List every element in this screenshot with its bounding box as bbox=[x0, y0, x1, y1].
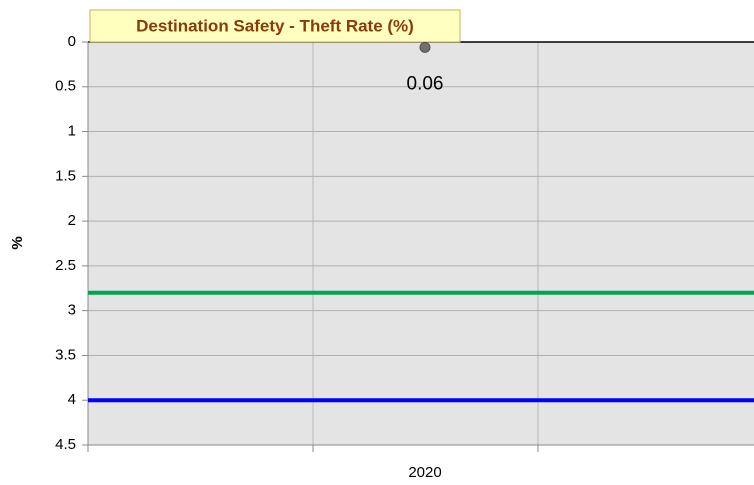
y-axis-label: % bbox=[9, 236, 26, 249]
y-tick-label: 2 bbox=[68, 212, 76, 229]
title-box bbox=[89, 9, 461, 43]
y-tick-label: 1.5 bbox=[55, 167, 76, 184]
y-tick-label: 2.5 bbox=[55, 257, 76, 274]
y-tick-label: 0 bbox=[68, 33, 76, 50]
plot-area bbox=[88, 42, 754, 445]
data-label: 0.06 bbox=[407, 73, 444, 94]
data-point bbox=[419, 41, 431, 53]
y-tick-label: 4 bbox=[68, 391, 76, 408]
chart-title: Destination Safety - Theft Rate (%) bbox=[136, 16, 414, 35]
y-tick-label: 4.5 bbox=[55, 436, 76, 453]
x-tick-label: 2020 bbox=[408, 464, 441, 481]
y-tick-label: 3 bbox=[68, 302, 76, 319]
y-tick-label: 0.5 bbox=[55, 78, 76, 95]
y-tick-label: 3.5 bbox=[55, 346, 76, 363]
y-tick-label: 1 bbox=[68, 123, 76, 140]
